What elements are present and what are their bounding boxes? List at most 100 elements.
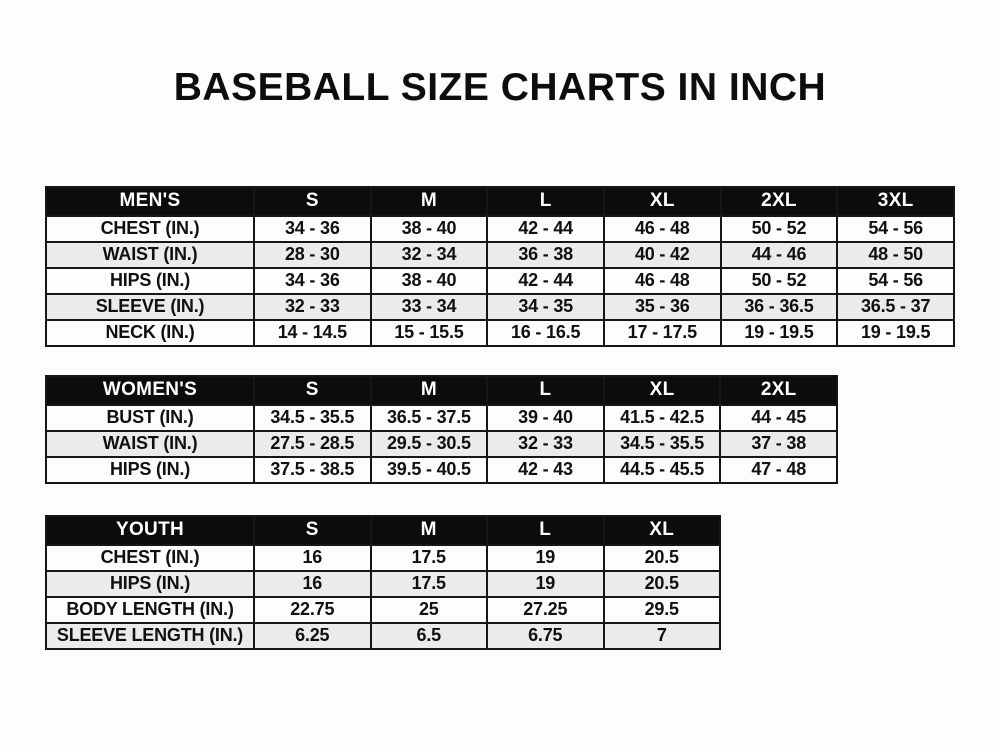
size-value-cell: 44 - 45 (719, 403, 838, 432)
page-title: BASEBALL SIZE CHARTS IN INCH (173, 66, 827, 109)
size-column-header: XL (602, 185, 722, 217)
size-value-cell: 19 - 19.5 (836, 318, 955, 347)
size-value-cell: 34 - 35 (486, 292, 605, 321)
size-value-cell: 37 - 38 (719, 429, 838, 458)
size-value-cell: 42 - 44 (486, 214, 605, 243)
size-column-header: S (253, 374, 372, 406)
size-value-cell: 54 - 56 (836, 214, 955, 243)
size-value-cell: 16 (253, 543, 372, 572)
measurement-label: HIPS (IN.) (45, 569, 255, 598)
table-row: NECK (IN.) 14 - 14.5 15 - 15.5 16 - 16.5 17 … (45, 318, 955, 347)
table-header-row: YOUTH S M L XL (45, 514, 721, 546)
table-row: BUST (IN.) 34.5 - 35.5 36.5 - 37.5 39 - 40 4… (45, 403, 838, 432)
table-header-row: WOMEN'S S M L XL 2XL (45, 374, 838, 406)
size-value-cell: 42 - 43 (486, 455, 605, 484)
womens-size-table: WOMEN'S S M L XL 2XL BUST (IN.) 34.5 - 35.5 36.5… (45, 374, 838, 484)
measurement-label: BODY LENGTH (IN.) (45, 595, 255, 624)
size-column-header: XL (602, 374, 722, 406)
size-value-cell: 19 (486, 543, 605, 572)
size-column-header: 2XL (719, 374, 838, 406)
mens-size-table: MEN'S S M L XL 2XL 3XL CHEST (IN.) 34 - 36 38 - 4… (45, 185, 955, 347)
size-value-cell: 41.5 - 42.5 (602, 403, 722, 432)
size-value-cell: 28 - 30 (253, 240, 372, 269)
size-value-cell: 34.5 - 35.5 (253, 403, 372, 432)
size-value-cell: 34 - 36 (253, 266, 372, 295)
size-value-cell: 22.75 (253, 595, 372, 624)
table-row: SLEEVE LENGTH (IN.) 6.25 6.5 6.75 7 (45, 621, 721, 650)
size-value-cell: 44.5 - 45.5 (602, 455, 722, 484)
size-value-cell: 38 - 40 (369, 266, 489, 295)
size-value-cell: 35 - 36 (602, 292, 722, 321)
size-value-cell: 37.5 - 38.5 (253, 455, 372, 484)
measurement-label: SLEEVE LENGTH (IN.) (45, 621, 255, 650)
size-value-cell: 6.75 (486, 621, 605, 650)
size-value-cell: 36 - 38 (486, 240, 605, 269)
size-column-header: L (486, 514, 605, 546)
size-value-cell: 42 - 44 (486, 266, 605, 295)
size-value-cell: 50 - 52 (719, 214, 839, 243)
size-value-cell: 34.5 - 35.5 (602, 429, 722, 458)
size-value-cell: 46 - 48 (602, 214, 722, 243)
size-value-cell: 14 - 14.5 (253, 318, 372, 347)
size-column-header: M (369, 514, 488, 546)
size-value-cell: 15 - 15.5 (369, 318, 489, 347)
table-group-header: MEN'S (45, 185, 255, 217)
size-value-cell: 32 - 33 (486, 429, 605, 458)
size-column-header: M (369, 185, 489, 217)
table-row: CHEST (IN.) 16 17.5 19 20.5 (45, 543, 721, 572)
size-value-cell: 54 - 56 (836, 266, 955, 295)
size-value-cell: 27.5 - 28.5 (253, 429, 372, 458)
size-value-cell: 34 - 36 (253, 214, 372, 243)
size-column-header: S (253, 185, 372, 217)
measurement-label: NECK (IN.) (45, 318, 255, 347)
measurement-label: SLEEVE (IN.) (45, 292, 255, 321)
size-column-header: S (253, 514, 372, 546)
table-row: WAIST (IN.) 28 - 30 32 - 34 36 - 38 40 - 42 4… (45, 240, 955, 269)
size-value-cell: 33 - 34 (369, 292, 489, 321)
size-value-cell: 36 - 36.5 (719, 292, 839, 321)
table-row: HIPS (IN.) 37.5 - 38.5 39.5 - 40.5 42 - 43 4… (45, 455, 838, 484)
table-row: HIPS (IN.) 34 - 36 38 - 40 42 - 44 46 - 48 50… (45, 266, 955, 295)
size-value-cell: 7 (602, 621, 721, 650)
size-value-cell: 17 - 17.5 (602, 318, 722, 347)
size-value-cell: 25 (369, 595, 488, 624)
table-group-header: YOUTH (45, 514, 255, 546)
measurement-label: WAIST (IN.) (45, 429, 255, 458)
size-value-cell: 20.5 (602, 543, 721, 572)
size-value-cell: 17.5 (369, 569, 488, 598)
size-column-header: 2XL (719, 185, 839, 217)
table-header-row: MEN'S S M L XL 2XL 3XL (45, 185, 955, 217)
size-value-cell: 39 - 40 (486, 403, 605, 432)
size-value-cell: 48 - 50 (836, 240, 955, 269)
size-value-cell: 29.5 (602, 595, 721, 624)
table-group-header: WOMEN'S (45, 374, 255, 406)
youth-size-table: YOUTH S M L XL CHEST (IN.) 16 17.5 19 20.5 HIPS (I… (45, 514, 721, 650)
table-row: SLEEVE (IN.) 32 - 33 33 - 34 34 - 35 35 - 36… (45, 292, 955, 321)
size-column-header: 3XL (836, 185, 955, 217)
size-value-cell: 39.5 - 40.5 (369, 455, 489, 484)
measurement-label: BUST (IN.) (45, 403, 255, 432)
size-column-header: XL (602, 514, 721, 546)
size-value-cell: 16 - 16.5 (486, 318, 605, 347)
table-row: HIPS (IN.) 16 17.5 19 20.5 (45, 569, 721, 598)
size-value-cell: 32 - 33 (253, 292, 372, 321)
size-value-cell: 27.25 (486, 595, 605, 624)
size-column-header: L (486, 374, 605, 406)
size-value-cell: 19 - 19.5 (719, 318, 839, 347)
measurement-label: HIPS (IN.) (45, 455, 255, 484)
size-value-cell: 20.5 (602, 569, 721, 598)
size-value-cell: 47 - 48 (719, 455, 838, 484)
size-value-cell: 17.5 (369, 543, 488, 572)
size-value-cell: 6.5 (369, 621, 488, 650)
size-value-cell: 6.25 (253, 621, 372, 650)
size-value-cell: 50 - 52 (719, 266, 839, 295)
size-value-cell: 40 - 42 (602, 240, 722, 269)
size-value-cell: 29.5 - 30.5 (369, 429, 489, 458)
size-value-cell: 19 (486, 569, 605, 598)
size-value-cell: 38 - 40 (369, 214, 489, 243)
size-value-cell: 36.5 - 37 (836, 292, 955, 321)
table-row: CHEST (IN.) 34 - 36 38 - 40 42 - 44 46 - 48 5… (45, 214, 955, 243)
size-value-cell: 36.5 - 37.5 (369, 403, 489, 432)
size-column-header: L (486, 185, 605, 217)
